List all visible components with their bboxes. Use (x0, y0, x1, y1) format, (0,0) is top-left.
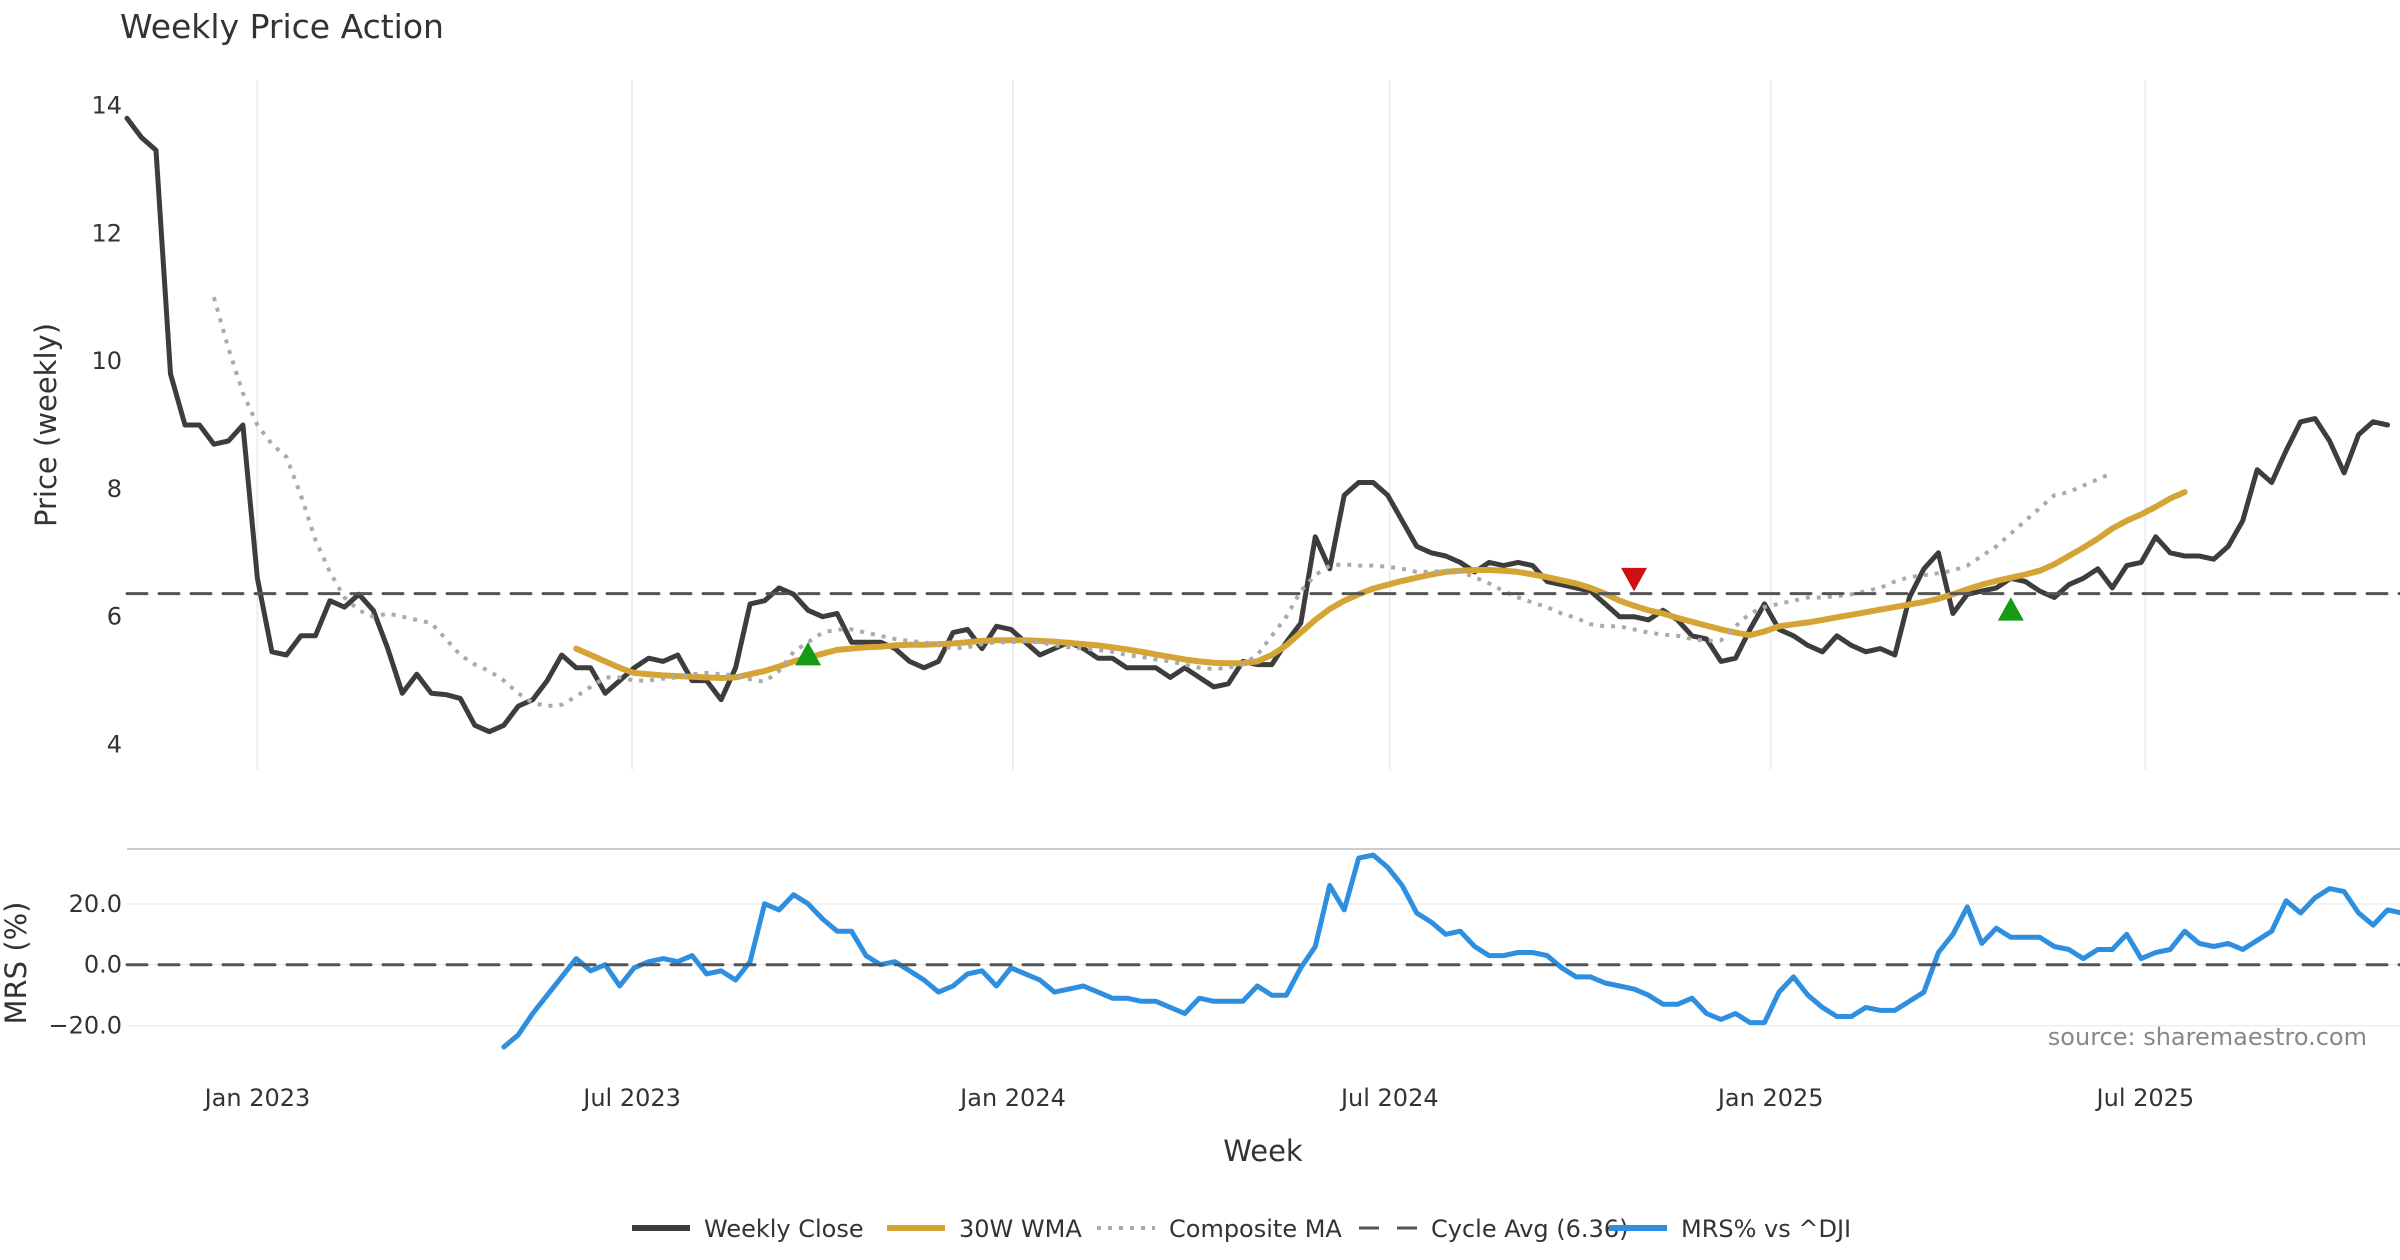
price-y-tick-label: 10 (91, 347, 122, 375)
price-y-tick-label: 12 (91, 219, 122, 247)
chart-title: Weekly Price Action (120, 7, 444, 46)
legend-label: MRS% vs ^DJI (1681, 1215, 1851, 1243)
legend: Weekly Close 30W WMA Composite MA Cycle Avg… (632, 1215, 1851, 1243)
legend-label: Composite MA (1169, 1215, 1342, 1243)
price-y-tick-label: 14 (91, 92, 122, 120)
buy-signal-marker (795, 642, 822, 666)
x-tick-label: Jul 2023 (581, 1084, 681, 1112)
price-y-tick-label: 4 (107, 730, 122, 758)
price-series-composite-ma (211, 296, 2114, 709)
legend-item-mrs-vs-dji: MRS% vs ^DJI (1609, 1215, 1851, 1243)
price-grid (256, 80, 2147, 770)
legend-label: Weekly Close (704, 1215, 864, 1243)
mrs-series-layer (125, 852, 2400, 1050)
legend-label: 30W WMA (959, 1215, 1082, 1243)
mrs-y-tick-label: 20.0 (69, 890, 122, 918)
sell-signal-marker (1621, 567, 1648, 592)
legend-item-cycle-avg-6-36: Cycle Avg (6.36) (1359, 1215, 1628, 1243)
legend-item-composite-ma: Composite MA (1097, 1215, 1342, 1243)
legend-label: Cycle Avg (6.36) (1431, 1215, 1628, 1243)
price-y-ticks: 4 6 8 10 12 14 (91, 92, 122, 759)
x-tick-label: Jan 2025 (1716, 1084, 1824, 1112)
mrs-y-tick-label: 0.0 (84, 951, 122, 979)
source-note: source: sharemaestro.com (2048, 1023, 2367, 1051)
mrs-y-ticks: −20.0 0.0 20.0 (48, 890, 122, 1040)
price-series-30w-wma (573, 489, 2188, 681)
price-y-tick-label: 8 (107, 475, 122, 503)
mrs-y-tick-label: −20.0 (48, 1012, 122, 1040)
x-ticks: Jan 2023 Jul 2023 Jan 2024 Jul 2024 Jan 2025… (203, 1084, 2195, 1112)
price-y-tick-label: 6 (107, 603, 122, 631)
x-axis-title: Week (1223, 1134, 1303, 1168)
buy-signal-marker (1997, 597, 2024, 621)
legend-item-30w-wma: 30W WMA (887, 1215, 1082, 1243)
x-tick-label: Jan 2024 (958, 1084, 1066, 1112)
mrs-series-mrs-vs-dji (501, 852, 2400, 1050)
x-tick-label: Jul 2025 (2095, 1084, 2195, 1112)
price-series-layer (124, 115, 2400, 735)
legend-item-weekly-close: Weekly Close (632, 1215, 864, 1243)
signal-markers (795, 567, 2024, 666)
x-tick-label: Jul 2024 (1339, 1084, 1439, 1112)
mrs-y-axis-title: MRS (%) (0, 902, 33, 1025)
x-tick-label: Jan 2023 (203, 1084, 311, 1112)
price-y-axis-title: Price (weekly) (29, 323, 63, 527)
